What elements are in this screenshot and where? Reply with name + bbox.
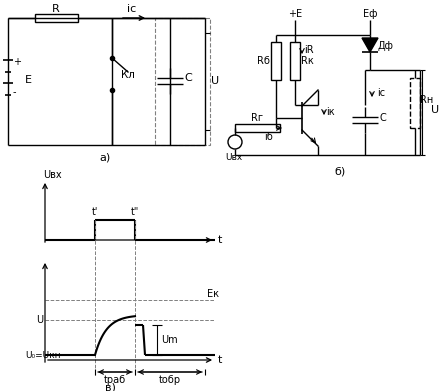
Bar	[155, 18, 210, 145]
Text: iб: iб	[265, 132, 273, 142]
Text: Rк: Rк	[301, 56, 313, 66]
Text: U: U	[36, 315, 43, 325]
Text: U: U	[211, 76, 219, 86]
Text: Uвх: Uвх	[43, 170, 61, 180]
Text: iс: iс	[127, 4, 137, 14]
Text: t: t	[218, 355, 222, 365]
Bar	[235, 124, 280, 132]
Text: Кл: Кл	[121, 70, 135, 80]
Text: Eк: Eк	[207, 289, 219, 299]
Text: Uвх: Uвх	[225, 154, 243, 163]
Text: Дф: Дф	[378, 41, 394, 51]
Text: Rб: Rб	[258, 56, 271, 66]
Text: t: t	[218, 235, 222, 245]
Bar	[35, 14, 78, 22]
Polygon shape	[362, 38, 378, 52]
Text: C: C	[184, 73, 192, 83]
Text: +: +	[13, 57, 21, 67]
Text: iR: iR	[304, 45, 314, 55]
Text: а): а)	[99, 153, 111, 163]
Text: U₀=Uкн: U₀=Uкн	[25, 350, 61, 359]
Text: iс: iс	[377, 88, 385, 98]
Text: t': t'	[92, 207, 98, 217]
Text: Rг: Rг	[251, 113, 263, 123]
Text: Rн: Rн	[421, 95, 433, 105]
Text: Eф: Eф	[363, 9, 377, 19]
Text: +E: +E	[288, 9, 302, 19]
Text: R: R	[52, 4, 60, 14]
Text: в): в)	[105, 383, 115, 391]
Text: tобр: tобр	[159, 375, 181, 385]
Bar	[290, 42, 300, 80]
Text: U: U	[431, 105, 439, 115]
Text: C: C	[380, 113, 386, 123]
Text: iк: iк	[326, 107, 334, 117]
Text: t": t"	[131, 207, 139, 217]
Text: б): б)	[334, 167, 346, 177]
Bar	[410, 78, 420, 128]
Text: E: E	[25, 75, 32, 85]
Text: Um: Um	[161, 335, 177, 345]
Text: -: -	[13, 87, 16, 97]
Bar	[271, 42, 281, 80]
Text: tраб: tраб	[104, 375, 126, 385]
